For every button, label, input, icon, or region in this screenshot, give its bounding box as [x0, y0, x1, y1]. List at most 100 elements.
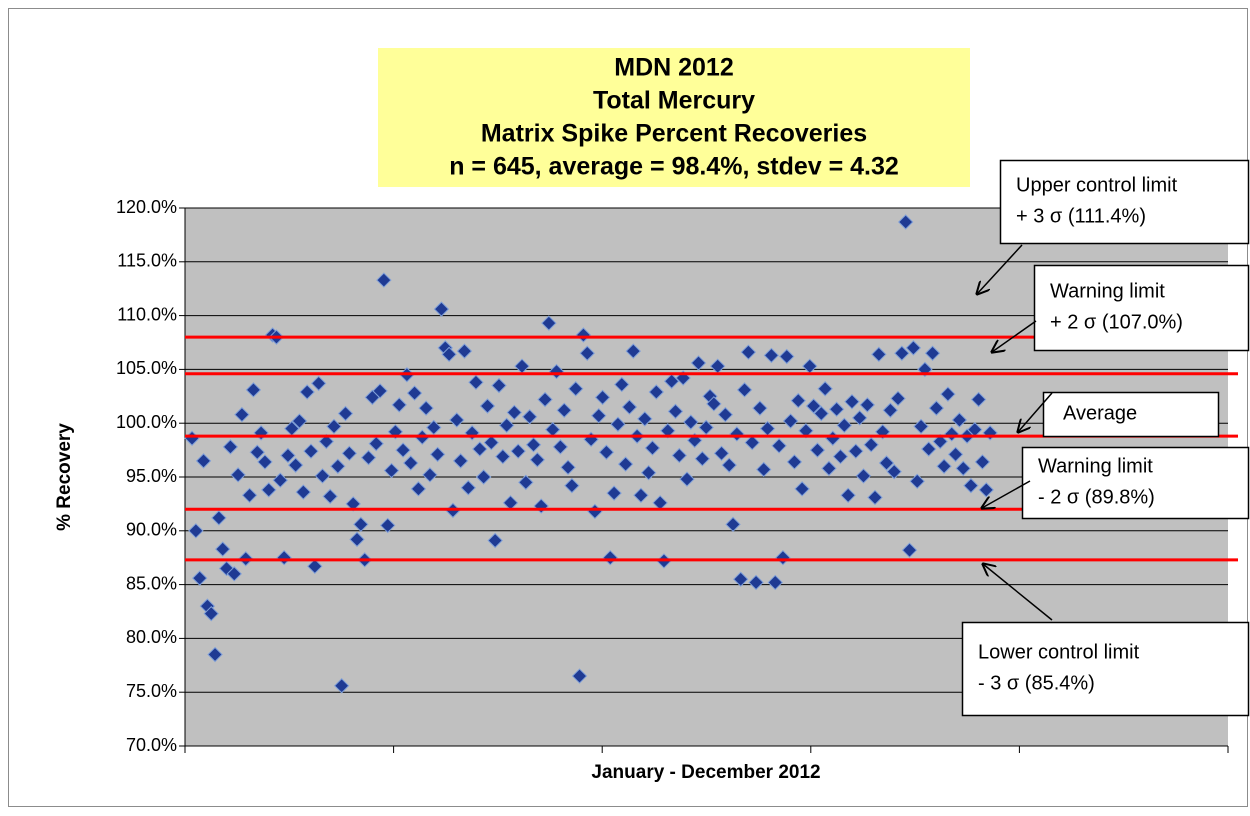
data-point — [333, 678, 350, 694]
data-point — [552, 439, 569, 455]
data-point — [226, 566, 242, 582]
data-point — [468, 374, 484, 391]
y-tick-label: 110.0% — [117, 304, 177, 324]
data-point — [591, 407, 607, 424]
data-point — [487, 532, 503, 549]
data-point — [921, 441, 937, 457]
chart-title: Matrix Spike Percent Recoveries — [481, 120, 867, 148]
y-tick-label: 100.0% — [116, 412, 177, 432]
data-point — [859, 397, 876, 413]
data-point — [667, 403, 684, 420]
y-tick-label: 80.0% — [126, 627, 177, 647]
data-point — [215, 541, 231, 557]
data-point — [203, 605, 219, 622]
data-point — [318, 433, 335, 450]
data-point — [890, 390, 906, 407]
data-point — [821, 460, 837, 477]
data-point — [594, 389, 611, 406]
data-point — [725, 516, 741, 533]
y-axis-label: % Recovery — [54, 423, 75, 531]
data-point — [756, 461, 772, 478]
data-point — [794, 481, 810, 497]
data-point — [299, 384, 315, 400]
annotation-arrow — [1018, 392, 1053, 432]
data-point — [391, 397, 407, 413]
data-point — [568, 381, 584, 397]
data-point — [560, 459, 576, 476]
data-point — [452, 453, 469, 469]
data-point — [322, 488, 338, 505]
data-point — [878, 455, 895, 471]
data-point — [782, 413, 799, 429]
data-point — [422, 467, 438, 483]
data-point — [867, 489, 883, 506]
data-point — [211, 510, 227, 526]
data-point — [368, 435, 384, 452]
data-point — [683, 414, 699, 430]
annotation-text: Average — [1063, 402, 1137, 424]
data-point — [940, 386, 956, 402]
data-point — [740, 344, 757, 360]
data-point — [426, 419, 442, 436]
data-point — [257, 454, 273, 470]
data-point — [817, 381, 833, 397]
data-point — [974, 454, 991, 470]
data-point — [449, 412, 465, 428]
data-point — [840, 487, 856, 503]
annotation-text: Lower control limit — [978, 641, 1140, 663]
data-point — [571, 668, 588, 684]
data-point — [261, 482, 277, 498]
data-point — [886, 463, 902, 480]
data-point — [383, 462, 400, 479]
annotation-box — [1021, 446, 1250, 520]
data-point — [614, 376, 630, 393]
data-point — [598, 444, 615, 460]
x-axis-label: January - December 2012 — [591, 762, 820, 783]
data-point — [241, 487, 258, 503]
data-point — [694, 451, 711, 467]
annotation-arrow — [983, 564, 1053, 621]
data-point — [195, 453, 212, 469]
data-point — [472, 441, 488, 457]
data-point — [897, 214, 914, 230]
data-point — [882, 402, 899, 418]
data-point — [529, 452, 546, 468]
y-tick-label: 115.0% — [117, 251, 177, 271]
data-point — [395, 442, 411, 458]
data-point — [380, 517, 396, 534]
data-point — [947, 446, 964, 463]
data-point — [303, 443, 319, 459]
y-tick-label: 90.0% — [126, 520, 177, 540]
data-point — [433, 301, 450, 317]
y-tick-label: 120.0% — [116, 197, 177, 217]
data-point — [460, 480, 476, 496]
data-point — [828, 401, 845, 417]
data-point — [556, 402, 572, 418]
data-point — [541, 315, 557, 331]
data-point — [230, 467, 246, 483]
y-tick-label: 75.0% — [126, 681, 177, 701]
data-point — [660, 423, 676, 439]
data-point — [495, 448, 511, 465]
annotation-box — [1033, 264, 1250, 352]
data-point — [848, 443, 864, 459]
data-point — [349, 531, 365, 548]
data-point — [752, 400, 768, 416]
data-point — [863, 437, 879, 453]
data-point — [525, 437, 542, 453]
data-point — [970, 391, 987, 408]
data-point — [222, 439, 239, 455]
data-point — [744, 434, 760, 451]
data-point — [207, 646, 223, 663]
data-point — [955, 460, 971, 477]
annotation-text: + 3 σ (111.4%) — [1016, 205, 1146, 227]
data-point — [679, 471, 695, 487]
data-point — [924, 345, 941, 361]
data-point — [307, 558, 323, 575]
data-point — [790, 392, 806, 409]
data-point — [418, 400, 434, 416]
data-point — [721, 457, 737, 473]
annotation-text: - 2 σ (89.8%) — [1038, 486, 1155, 508]
data-point — [606, 485, 622, 501]
data-point — [192, 570, 208, 586]
